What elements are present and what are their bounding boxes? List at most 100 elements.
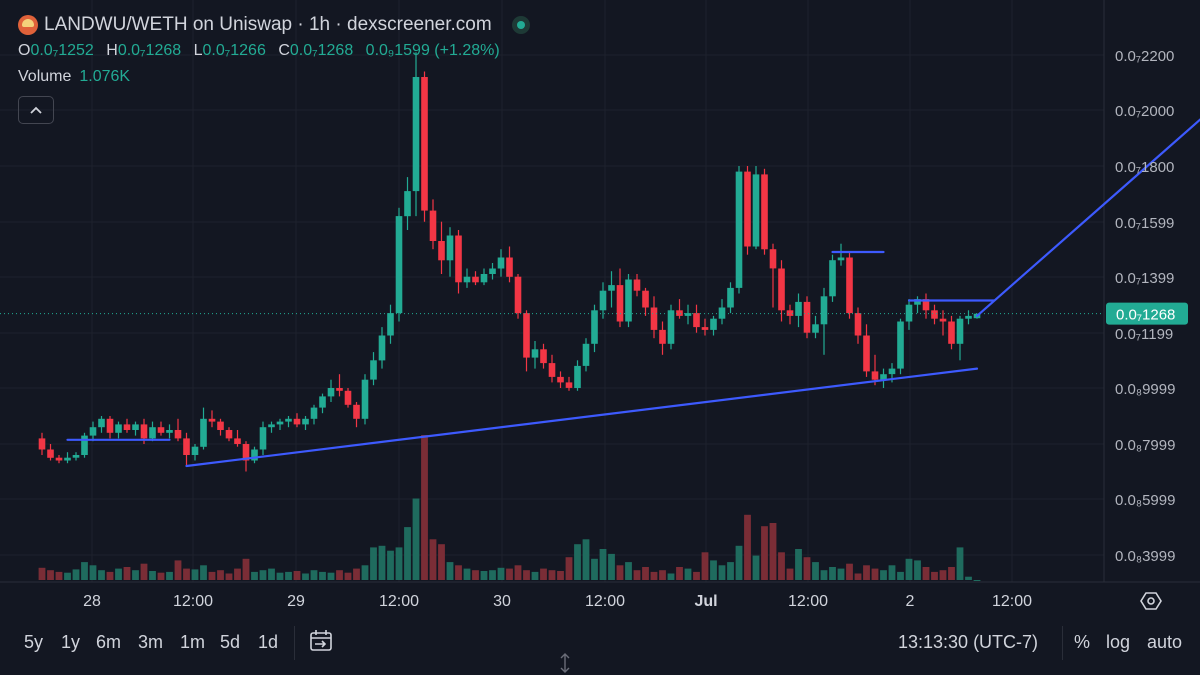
candle-body <box>897 321 904 369</box>
candle-body <box>98 418 105 428</box>
chart-settings-button[interactable] <box>1140 590 1162 617</box>
candle-body <box>608 285 615 291</box>
volume-bar <box>727 562 734 580</box>
close-label: C <box>278 42 290 59</box>
timeframe-6m-button[interactable]: 6m <box>96 632 122 652</box>
candle-body <box>166 430 173 433</box>
candle-body <box>922 299 930 311</box>
volume-bar <box>285 571 292 580</box>
bottom-toolbar: 5y 1y 6m 3m 1m 5d 1d 13:13:30 (UTC-7) % … <box>0 616 1200 670</box>
volume-bar <box>98 570 105 580</box>
volume-bar <box>480 571 488 580</box>
timeframe-5d-button[interactable]: 5d <box>220 632 241 652</box>
volume-legend: Volume 1.076K <box>18 68 130 86</box>
candle-body <box>548 363 556 377</box>
volume-bar <box>752 555 760 580</box>
candle-body <box>701 327 709 330</box>
candle-body <box>336 388 343 391</box>
volume-bar <box>642 567 649 580</box>
volume-bar <box>242 558 250 580</box>
candle-body <box>735 171 743 288</box>
time-axis-label: 12:00 <box>173 593 213 610</box>
candle-body <box>327 388 335 397</box>
candle-body <box>727 287 734 308</box>
candle-body <box>591 310 598 344</box>
candle-body <box>956 318 964 344</box>
volume-bar <box>871 568 879 580</box>
candle-body <box>72 455 80 458</box>
percent-scale-toggle[interactable]: % <box>1074 632 1091 652</box>
volume-bar <box>523 570 530 580</box>
timeframe-1d-button[interactable]: 1d <box>258 632 279 652</box>
timeframe-3m-button[interactable]: 3m <box>138 632 164 652</box>
price-axis-label: 0.0₇2000 <box>1115 103 1174 120</box>
candle-body <box>506 257 513 277</box>
candle-body <box>531 349 539 358</box>
volume-bar <box>106 571 114 580</box>
candle-body <box>115 424 122 433</box>
candle-body <box>489 268 496 274</box>
candle-body <box>353 404 360 419</box>
volume-bar <box>820 570 828 580</box>
volume-bar <box>948 567 955 580</box>
candle-body <box>574 365 581 388</box>
chart-title: LANDWU/WETH on Uniswap · 1h · dexscreene… <box>18 14 530 36</box>
candle-body <box>234 438 241 444</box>
auto-scale-toggle[interactable]: auto <box>1147 632 1183 652</box>
timeframe-1y-button[interactable]: 1y <box>61 632 81 652</box>
low-label: L <box>193 42 203 59</box>
volume-bar <box>259 570 267 580</box>
volume-bar <box>344 572 352 580</box>
volume-bar <box>497 567 505 580</box>
candle-body <box>931 310 938 319</box>
volume-bar <box>319 571 326 580</box>
date-range-button[interactable] <box>308 628 334 659</box>
candle-body <box>642 290 649 308</box>
volume-bar <box>633 570 641 580</box>
log-scale-toggle[interactable]: log <box>1106 632 1131 652</box>
volume-bar <box>183 568 190 580</box>
candle-body <box>846 257 853 314</box>
candle-body <box>472 276 479 283</box>
clock-timezone[interactable]: 13:13:30 (UTC-7) <box>898 632 1039 652</box>
candle-body <box>293 418 301 425</box>
volume-bar <box>931 571 938 580</box>
volume-bar <box>854 573 862 580</box>
candle-body <box>761 174 768 250</box>
candle-body <box>786 310 794 316</box>
candle-body <box>38 438 46 450</box>
candle-body <box>319 396 326 408</box>
candle-body <box>905 304 913 322</box>
open-value: 0.0₇1252 <box>30 42 94 59</box>
volume-bar <box>115 568 122 580</box>
timeframe-1m-button[interactable]: 1m <box>180 632 206 652</box>
volume-bar <box>735 545 743 580</box>
volume-bar <box>565 557 573 580</box>
candle-body <box>803 301 811 333</box>
volume-bar <box>897 571 904 580</box>
volume-bar <box>191 569 199 580</box>
candle-body <box>752 174 760 247</box>
candle-body <box>523 313 530 358</box>
chevron-up-icon <box>30 106 42 114</box>
panel-resize-handle-icon[interactable] <box>558 652 572 674</box>
volume-bar <box>582 539 590 580</box>
volume-bar <box>650 571 658 580</box>
volume-bar <box>599 549 607 580</box>
collapse-legend-button[interactable] <box>18 96 54 124</box>
candle-body <box>174 430 182 439</box>
timeframe-5y-button[interactable]: 5y <box>24 632 44 652</box>
time-axis-label: 12:00 <box>585 593 625 610</box>
time-axis-label: 2 <box>906 593 915 610</box>
volume-bar <box>880 570 887 580</box>
volume-bar <box>676 567 683 580</box>
volume-bar <box>786 568 794 580</box>
candle-body <box>880 374 887 380</box>
candle-body <box>378 335 386 361</box>
volume-bar <box>914 560 921 580</box>
volume-bar <box>200 565 207 580</box>
candle-body <box>744 171 751 247</box>
candle-body <box>395 216 403 314</box>
